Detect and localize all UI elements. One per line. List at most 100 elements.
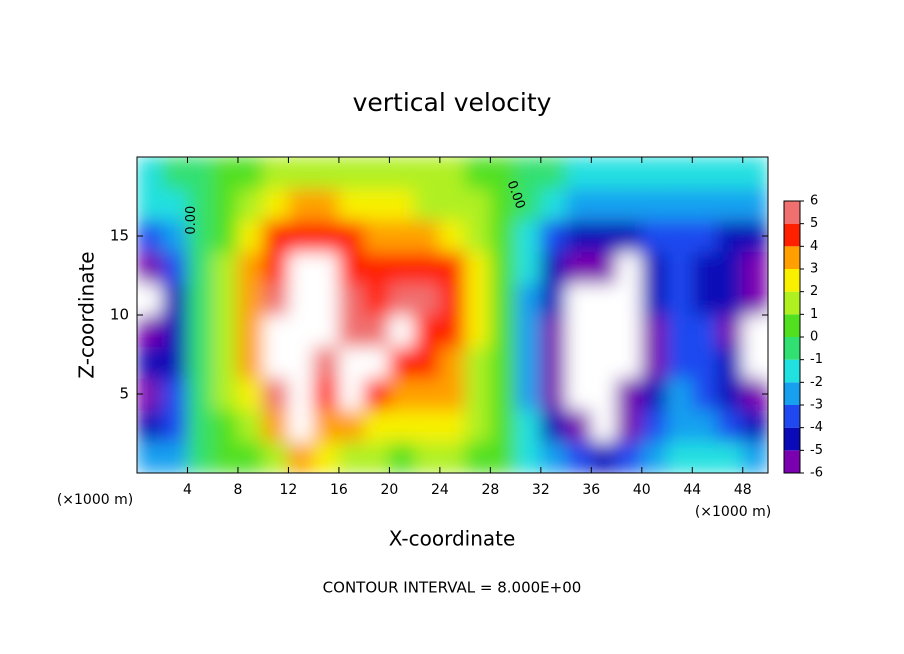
field-cell bbox=[540, 377, 567, 411]
field-cell bbox=[717, 282, 744, 316]
colorbar-label: 5 bbox=[810, 216, 818, 231]
field-cell bbox=[464, 409, 491, 442]
field bbox=[137, 157, 768, 473]
field-cell bbox=[363, 188, 390, 221]
field-cell bbox=[691, 157, 719, 190]
colorbar-label: 2 bbox=[810, 284, 818, 299]
field-cell bbox=[212, 377, 239, 411]
field-cell bbox=[439, 440, 466, 473]
field-cell bbox=[137, 346, 163, 379]
field-cell bbox=[186, 314, 214, 348]
field-cell bbox=[212, 409, 239, 442]
field-cell bbox=[186, 219, 214, 253]
field-cell bbox=[666, 314, 693, 348]
field-cell bbox=[641, 314, 668, 348]
x-tick-label: 44 bbox=[683, 482, 701, 498]
field-cell bbox=[161, 251, 188, 284]
field-cell bbox=[439, 219, 466, 253]
field-cell bbox=[439, 409, 466, 442]
field-cell bbox=[237, 440, 264, 473]
field-cell bbox=[212, 314, 239, 348]
field-cell bbox=[742, 282, 768, 316]
field-cell bbox=[641, 251, 668, 284]
field-cell bbox=[262, 219, 289, 253]
field-cell bbox=[565, 251, 592, 284]
field-cell bbox=[666, 282, 693, 316]
x-tick-label: 24 bbox=[431, 482, 449, 498]
field-cell bbox=[717, 440, 744, 473]
colorbar-label: -4 bbox=[810, 420, 823, 435]
field-cell bbox=[691, 346, 719, 379]
field-cell bbox=[540, 188, 567, 221]
field-cell bbox=[666, 377, 693, 411]
field-cell bbox=[489, 409, 517, 442]
field-cell bbox=[691, 188, 719, 221]
y-tick-label: 15 bbox=[110, 227, 129, 245]
field-cell bbox=[616, 314, 643, 348]
field-cell bbox=[338, 188, 365, 221]
colorbar-band bbox=[784, 405, 800, 428]
field-cell bbox=[590, 219, 618, 253]
field-cell bbox=[439, 314, 466, 348]
field-cell bbox=[515, 219, 542, 253]
colorbar-band bbox=[784, 246, 800, 269]
field-cell bbox=[313, 377, 340, 411]
field-cell bbox=[388, 409, 416, 442]
field-cell bbox=[742, 346, 768, 379]
field-cell bbox=[464, 251, 491, 284]
field-cell bbox=[262, 282, 289, 316]
field-cell bbox=[489, 282, 517, 316]
field-cell bbox=[414, 188, 441, 221]
field-cell bbox=[489, 440, 517, 473]
field-cell bbox=[464, 314, 491, 348]
field-cell bbox=[186, 409, 214, 442]
field-cell bbox=[717, 346, 744, 379]
field-cell bbox=[742, 409, 768, 442]
chart-title: vertical velocity bbox=[353, 88, 552, 117]
field-cell bbox=[439, 346, 466, 379]
field-cell bbox=[338, 282, 365, 316]
field-cell bbox=[137, 409, 163, 442]
colorbar-label: -3 bbox=[810, 398, 823, 413]
field-cell bbox=[616, 377, 643, 411]
field-cell bbox=[565, 219, 592, 253]
field-cell bbox=[515, 377, 542, 411]
field-cell bbox=[464, 282, 491, 316]
field-cell bbox=[515, 282, 542, 316]
field-cell bbox=[691, 409, 719, 442]
field-cell bbox=[489, 219, 517, 253]
field-cell bbox=[489, 157, 517, 190]
field-cell bbox=[540, 314, 567, 348]
field-cell bbox=[338, 377, 365, 411]
field-cell bbox=[262, 377, 289, 411]
field-cell bbox=[388, 282, 416, 316]
field-cell bbox=[137, 251, 163, 284]
field-cell bbox=[161, 157, 188, 190]
colorbar-band bbox=[784, 359, 800, 383]
field-cell bbox=[742, 314, 768, 348]
field-cell bbox=[186, 440, 214, 473]
field-cell bbox=[616, 440, 643, 473]
field-cell bbox=[363, 282, 390, 316]
field-cell bbox=[186, 377, 214, 411]
field-cell bbox=[287, 440, 315, 473]
field-cell bbox=[439, 251, 466, 284]
colorbar-band bbox=[784, 337, 800, 360]
field-cell bbox=[363, 251, 390, 284]
field-cell bbox=[186, 157, 214, 190]
field-cell bbox=[262, 346, 289, 379]
field-cell bbox=[666, 219, 693, 253]
field-cell bbox=[565, 440, 592, 473]
field-cell bbox=[464, 219, 491, 253]
field-cell bbox=[641, 282, 668, 316]
field-cell bbox=[666, 440, 693, 473]
colorbar-band bbox=[784, 291, 800, 315]
field-cell bbox=[717, 314, 744, 348]
colorbar-band bbox=[784, 382, 800, 405]
field-cell bbox=[515, 157, 542, 190]
field-cell bbox=[540, 157, 567, 190]
field-cell bbox=[388, 188, 416, 221]
x-tick-label: 8 bbox=[233, 482, 242, 498]
field-cell bbox=[439, 282, 466, 316]
field-cell bbox=[137, 314, 163, 348]
